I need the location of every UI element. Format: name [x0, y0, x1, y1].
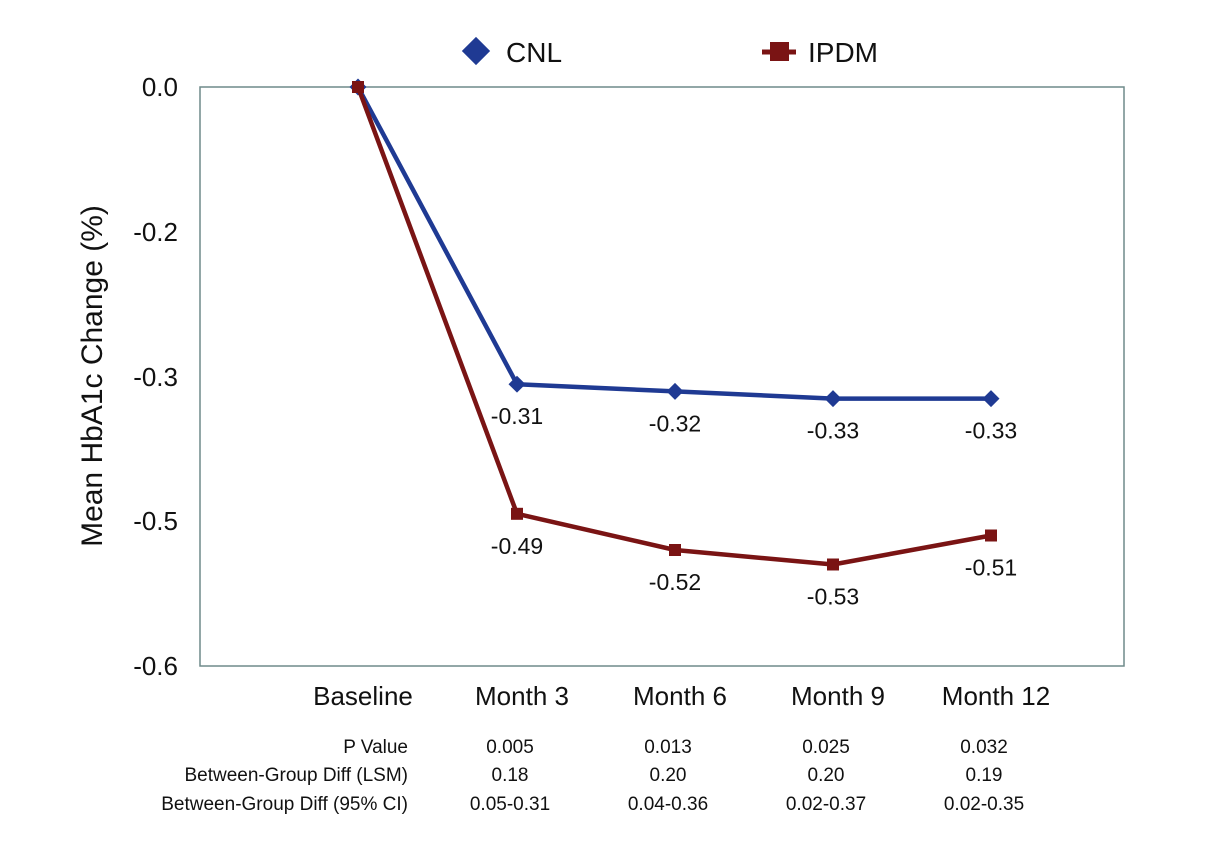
- table-cell: 0.20: [808, 765, 845, 786]
- y-tick-label: -0.2: [133, 217, 178, 247]
- data-label: -0.51: [965, 555, 1017, 581]
- x-tick-label: Month 12: [942, 681, 1050, 711]
- legend-label-cnl: CNL: [506, 37, 562, 68]
- stats-table: P Value 0.005 0.013 0.025 0.032 Between-Group…: [161, 737, 1024, 815]
- series-cnl: -0.31 -0.32 -0.33 -0.33: [349, 78, 1017, 444]
- table-row-label: P Value: [343, 737, 408, 758]
- table-cell: 0.025: [802, 737, 850, 758]
- x-tick-label: Month 9: [791, 681, 885, 711]
- table-cell: 0.04-0.36: [628, 794, 708, 815]
- x-tick-label: Month 3: [475, 681, 569, 711]
- legend-label-ipdm: IPDM: [808, 37, 878, 68]
- data-label: -0.52: [649, 569, 701, 595]
- table-cell: 0.02-0.35: [944, 794, 1024, 815]
- data-label: -0.32: [649, 410, 701, 436]
- legend-item-ipdm: IPDM: [762, 37, 878, 68]
- data-point: [666, 382, 684, 400]
- table-row-label: Between-Group Diff (LSM): [184, 765, 408, 786]
- series-line-cnl: [356, 85, 991, 401]
- x-tick-label: Month 6: [633, 681, 727, 711]
- data-point: [985, 529, 997, 542]
- series-ipdm: -0.49 -0.52 -0.53 -0.51: [352, 81, 1017, 610]
- table-cell: 0.19: [966, 765, 1003, 786]
- data-label: -0.53: [807, 584, 859, 610]
- data-point: [511, 507, 523, 520]
- data-point: [824, 390, 842, 408]
- legend: CNL IPDM: [461, 36, 878, 68]
- y-tick-label: 0.0: [142, 72, 178, 102]
- series-layer: -0.31 -0.32 -0.33 -0.33 -0.49 -0.52 -0.53 -0.51: [349, 78, 1017, 610]
- data-label: -0.49: [491, 533, 543, 559]
- y-tick-label: -0.5: [133, 506, 178, 536]
- plot-area: [199, 86, 1125, 667]
- y-tick-label: -0.3: [133, 362, 178, 392]
- series-line-ipdm: [355, 86, 992, 567]
- table-cell: 0.18: [492, 765, 529, 786]
- legend-item-cnl: CNL: [461, 36, 562, 68]
- table-cell: 0.02-0.37: [786, 794, 866, 815]
- table-cell: 0.20: [650, 765, 687, 786]
- y-tick-label: -0.6: [133, 651, 178, 681]
- table-cell: 0.032: [960, 737, 1008, 758]
- data-point: [827, 558, 839, 571]
- y-tick-labels: 0.0 -0.2 -0.3 -0.5 -0.6: [133, 72, 178, 681]
- table-cell: 0.05-0.31: [470, 794, 550, 815]
- data-point: [982, 390, 1000, 408]
- legend-marker-ipdm: [770, 42, 789, 61]
- data-point: [508, 375, 526, 393]
- data-point: [669, 544, 681, 556]
- table-cell: 0.013: [644, 737, 692, 758]
- table-row-label: Between-Group Diff (95% CI): [161, 794, 408, 815]
- x-tick-label: Baseline: [313, 681, 413, 711]
- data-point: [352, 81, 364, 93]
- data-label: -0.31: [491, 403, 543, 429]
- data-label: -0.33: [807, 418, 859, 444]
- data-label: -0.33: [965, 418, 1017, 444]
- table-cell: 0.005: [486, 737, 534, 758]
- x-tick-labels: Baseline Month 3 Month 6 Month 9 Month 12: [313, 681, 1050, 711]
- legend-marker-cnl: [461, 36, 491, 66]
- y-axis-label: Mean HbA1c Change (%): [76, 205, 109, 547]
